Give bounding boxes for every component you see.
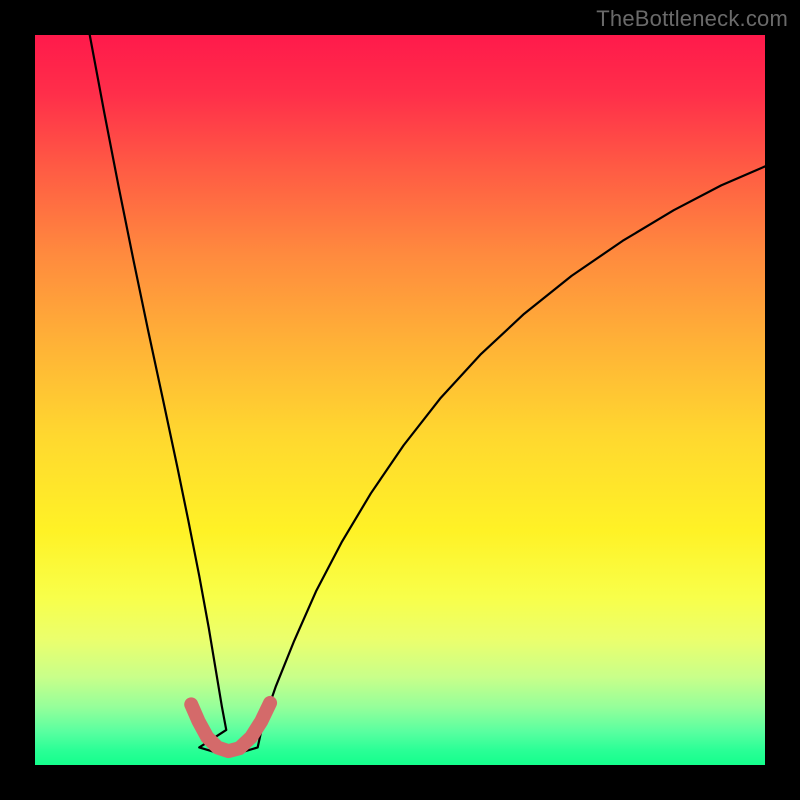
chart-background	[35, 35, 765, 765]
chart-container: TheBottleneck.com	[0, 0, 800, 800]
watermark-text: TheBottleneck.com	[596, 6, 788, 32]
bottleneck-chart	[0, 0, 800, 800]
